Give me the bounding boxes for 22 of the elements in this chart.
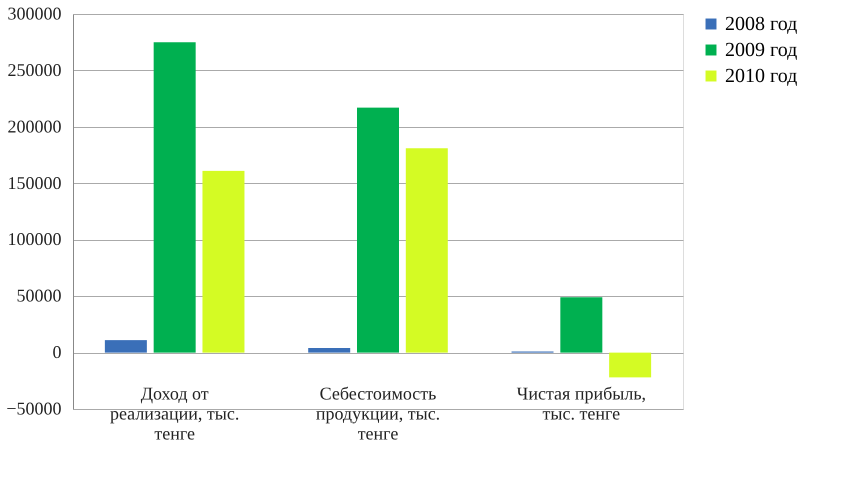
bar bbox=[202, 170, 244, 353]
bar bbox=[406, 148, 448, 353]
y-tick-label: −50000 bbox=[6, 398, 62, 418]
bar bbox=[308, 348, 350, 353]
y-tick-label: 50000 bbox=[16, 286, 62, 306]
bar bbox=[154, 42, 196, 353]
x-tick-label: Доход от реализации, тыс. тенге bbox=[110, 384, 240, 444]
y-tick-label: 0 bbox=[52, 342, 62, 362]
y-tick-label: 200000 bbox=[8, 116, 62, 136]
y-tick-label: 100000 bbox=[8, 229, 62, 250]
bar bbox=[104, 340, 147, 353]
x-tick-label: Чистая прибыль, тыс. тенге bbox=[516, 384, 646, 424]
x-tick-label: Себестоимость продукции, тыс. тенге bbox=[316, 384, 440, 444]
y-tick-label: 150000 bbox=[8, 172, 62, 193]
legend-label: 2009 год bbox=[725, 39, 798, 61]
legend-label: 2008 год bbox=[725, 13, 798, 35]
y-tick-label: 300000 bbox=[8, 4, 62, 24]
bar bbox=[560, 297, 602, 353]
bar bbox=[609, 352, 652, 378]
bar bbox=[357, 108, 399, 353]
legend-label: 2010 год bbox=[725, 65, 798, 87]
y-tick-label: 250000 bbox=[8, 60, 62, 80]
